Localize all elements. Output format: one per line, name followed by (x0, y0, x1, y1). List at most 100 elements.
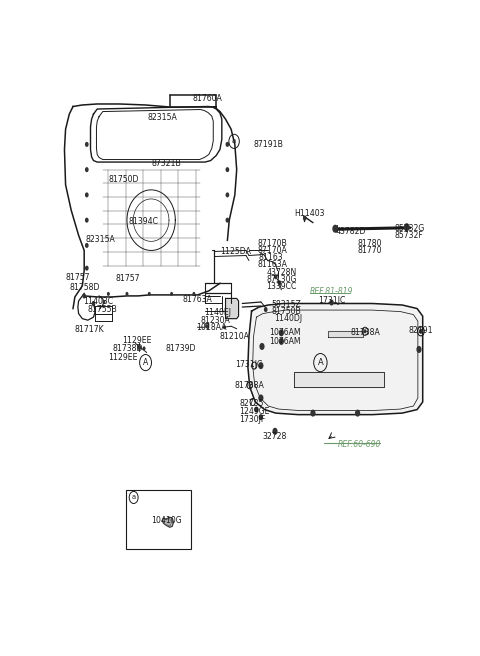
Text: 58315Z: 58315Z (271, 300, 301, 308)
Circle shape (85, 142, 89, 147)
Circle shape (274, 274, 277, 279)
Text: 82315A: 82315A (85, 235, 115, 244)
Text: 81750D: 81750D (108, 175, 139, 184)
Circle shape (85, 192, 89, 197)
Circle shape (273, 428, 277, 435)
Circle shape (226, 167, 229, 172)
Circle shape (279, 329, 284, 337)
Circle shape (404, 223, 410, 232)
Circle shape (143, 346, 145, 350)
Text: H11403: H11403 (294, 209, 325, 218)
Text: 1129EE: 1129EE (122, 336, 152, 345)
Text: 43728N: 43728N (266, 268, 297, 277)
Text: A: A (318, 358, 323, 367)
Text: 1140DJ: 1140DJ (274, 314, 302, 323)
Circle shape (311, 409, 315, 417)
Circle shape (85, 218, 89, 222)
Circle shape (259, 343, 264, 350)
Text: 81757: 81757 (115, 274, 140, 283)
Text: 81738A: 81738A (351, 328, 381, 337)
Text: 1125DA: 1125DA (220, 247, 251, 256)
Circle shape (226, 142, 229, 147)
Text: 1249GE: 1249GE (240, 407, 270, 416)
Text: REF.60-690: REF.60-690 (338, 440, 382, 449)
Text: 81738A: 81738A (234, 381, 264, 390)
Circle shape (83, 293, 86, 298)
Text: 81738D: 81738D (113, 344, 144, 354)
Circle shape (226, 218, 229, 222)
Text: 1129EE: 1129EE (108, 352, 137, 361)
Text: a: a (132, 495, 136, 501)
Text: 81757: 81757 (66, 274, 90, 282)
Polygon shape (162, 517, 173, 527)
Text: 81163: 81163 (258, 253, 283, 262)
Text: 87170B: 87170B (257, 239, 287, 248)
FancyBboxPatch shape (126, 490, 192, 550)
Text: 81210A: 81210A (220, 332, 250, 341)
Circle shape (258, 394, 264, 401)
Circle shape (148, 292, 151, 296)
Text: 81763A: 81763A (183, 295, 213, 304)
Text: 85732F: 85732F (394, 232, 423, 240)
Text: 81750B: 81750B (271, 306, 301, 316)
Text: 1339CC: 1339CC (266, 282, 297, 291)
Text: 1018AA: 1018AA (196, 323, 226, 332)
Text: 1730JF: 1730JF (240, 415, 265, 424)
Text: 1076AM: 1076AM (269, 337, 301, 346)
Text: 81758D: 81758D (70, 283, 100, 293)
Text: 81163A: 81163A (257, 260, 287, 269)
Circle shape (258, 362, 264, 369)
Text: 11403C: 11403C (84, 297, 114, 306)
Text: 87321B: 87321B (151, 159, 181, 168)
Text: 1140EJ: 1140EJ (204, 308, 231, 317)
Circle shape (107, 292, 110, 296)
Circle shape (329, 299, 334, 306)
Text: 1076AM: 1076AM (269, 328, 301, 337)
Polygon shape (226, 298, 239, 319)
Polygon shape (248, 304, 423, 415)
Text: 81760A: 81760A (192, 94, 222, 104)
Text: 85732G: 85732G (394, 224, 424, 234)
Text: 1731JC: 1731JC (318, 297, 345, 306)
Circle shape (416, 346, 421, 353)
Text: 81739D: 81739D (166, 344, 196, 354)
Text: 81394C: 81394C (129, 216, 159, 226)
Circle shape (85, 243, 89, 248)
Circle shape (254, 407, 259, 413)
Text: 81770: 81770 (358, 246, 382, 255)
Circle shape (92, 301, 96, 306)
Text: A: A (143, 358, 148, 367)
Circle shape (277, 280, 281, 285)
Polygon shape (294, 372, 384, 387)
Circle shape (332, 225, 338, 233)
Text: 87191B: 87191B (253, 140, 283, 149)
Text: 81755B: 81755B (88, 305, 118, 314)
Circle shape (192, 292, 195, 296)
Text: 81780: 81780 (358, 239, 382, 248)
Text: REF.81-819: REF.81-819 (310, 287, 353, 297)
Circle shape (249, 384, 251, 387)
Circle shape (223, 325, 226, 329)
Text: 32728: 32728 (262, 432, 287, 441)
Circle shape (102, 300, 106, 304)
Text: 43782D: 43782D (335, 227, 366, 236)
Text: 1731JC: 1731JC (235, 359, 262, 369)
Circle shape (125, 292, 129, 296)
Text: 82191: 82191 (409, 326, 433, 335)
Polygon shape (328, 331, 363, 337)
Circle shape (137, 345, 141, 350)
Text: a: a (232, 138, 236, 144)
Text: 81717K: 81717K (75, 325, 105, 335)
Text: 87130G: 87130G (266, 275, 297, 284)
Circle shape (355, 409, 360, 417)
Circle shape (363, 329, 367, 333)
Text: 81230A: 81230A (201, 316, 230, 325)
Circle shape (226, 192, 229, 197)
Circle shape (303, 216, 307, 220)
Circle shape (259, 414, 263, 420)
Text: 82735: 82735 (240, 399, 264, 408)
Circle shape (205, 324, 208, 328)
Text: 82315A: 82315A (147, 113, 177, 121)
Circle shape (264, 307, 267, 312)
Circle shape (279, 338, 284, 345)
